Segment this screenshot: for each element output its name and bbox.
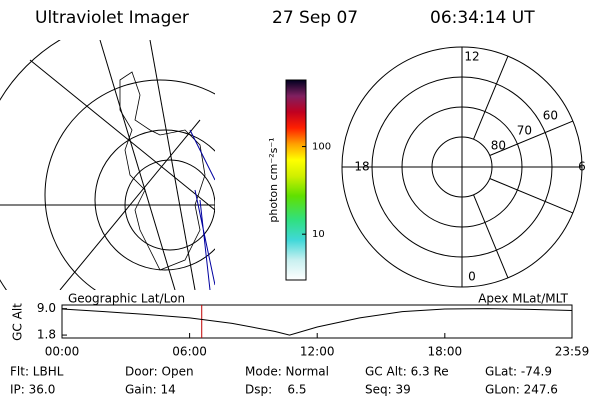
polar-ring (371, 76, 553, 258)
altitude-line (61, 308, 573, 336)
info-field: GLat: -74.9 (485, 365, 552, 379)
geo-map (0, 40, 215, 290)
ring-label: 60 (543, 109, 558, 123)
polar-spoke (473, 194, 509, 279)
colorbar-label: photon cm⁻²s⁻¹ (267, 137, 280, 222)
time: 06:34:14 UT (430, 8, 535, 28)
x-tick-label: 18:00 (428, 345, 463, 359)
y-axis-label: GC Alt (11, 303, 25, 341)
tick-label: 100 (312, 142, 331, 153)
info-field: Door: Open (125, 365, 194, 379)
info-field: Seq: 39 (365, 383, 411, 397)
title: Ultraviolet Imager (35, 8, 189, 28)
ring-label: 80 (491, 139, 506, 153)
tick-label: 10 (312, 229, 325, 240)
x-tick-label: 12:00 (300, 345, 335, 359)
angle-label: 6 (578, 160, 586, 174)
info-field: Dsp: 6.5 (245, 383, 307, 397)
x-tick-label: 23:59 (555, 345, 590, 359)
angle-label: 0 (468, 270, 476, 284)
y-tick-label: 9.0 (37, 301, 56, 315)
ring-label: 70 (517, 124, 532, 138)
info-field: IP: 36.0 (10, 383, 55, 397)
info-field: GC Alt: 6.3 Re (365, 365, 449, 379)
x-tick-label: 00:00 (45, 345, 80, 359)
info-field: GLon: 247.6 (485, 383, 558, 397)
polar-spoke (489, 178, 574, 214)
annotation: Apex MLat/MLT (478, 292, 568, 306)
polar-ring (431, 136, 493, 198)
annotation: Geographic Lat/Lon (68, 292, 185, 306)
angle-label: 12 (464, 50, 479, 64)
info-field: Flt: LBHL (10, 365, 64, 379)
date: 27 Sep 07 (272, 8, 358, 28)
polar-ring (401, 106, 523, 228)
polar-spoke (489, 120, 574, 156)
y-tick-label: 1.8 (37, 328, 56, 342)
info-field: Mode: Normal (245, 365, 329, 379)
x-tick-label: 06:00 (172, 345, 207, 359)
polar-spoke (473, 55, 509, 140)
info-field: Gain: 14 (125, 383, 176, 397)
colorbar (285, 79, 307, 281)
